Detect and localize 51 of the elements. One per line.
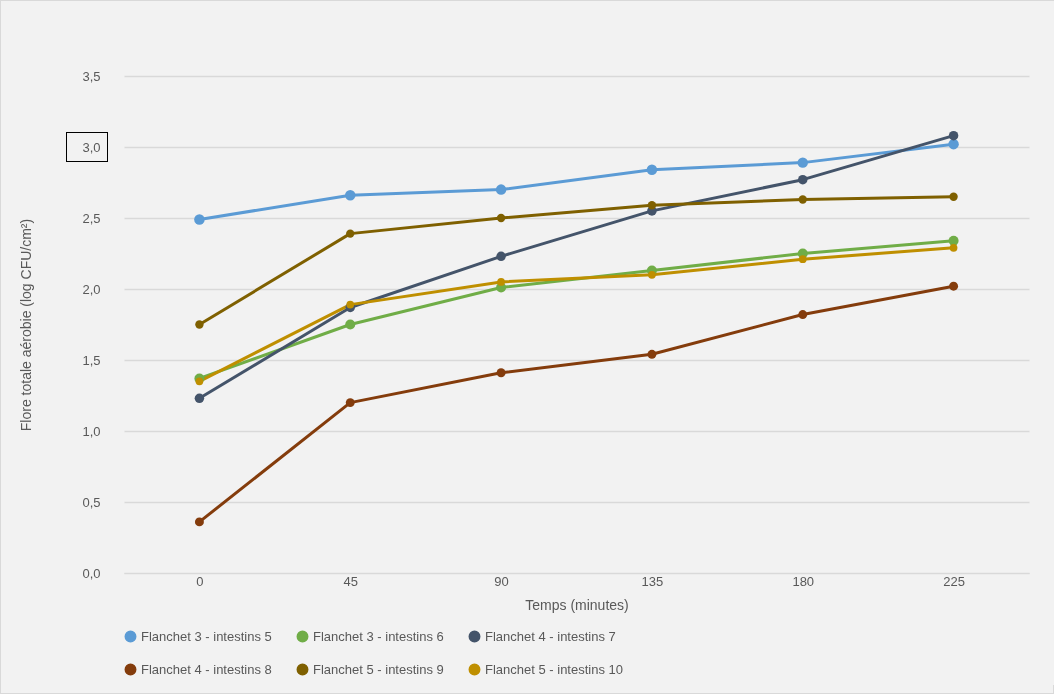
y-tick-label: 2,5: [82, 210, 101, 226]
legend-label: Flanchet 5 - intestins 10: [485, 661, 624, 677]
point: [345, 190, 356, 201]
point: [496, 213, 506, 223]
point: [346, 300, 355, 309]
point: [797, 157, 808, 168]
legend-label: Flanchet 4 - intestins 7: [485, 628, 616, 644]
point: [798, 310, 808, 320]
point: [798, 255, 807, 264]
point: [798, 195, 807, 204]
point: [194, 393, 205, 404]
x-tick-label: 0: [196, 573, 204, 589]
point: [496, 251, 506, 262]
point: [798, 174, 808, 185]
y-axis-title: Flore totale aérobie (log CFU/cm²): [18, 218, 35, 432]
point: [345, 398, 355, 408]
point: [496, 368, 506, 378]
x-tick-label: 225: [943, 573, 965, 589]
x-tick-label: 90: [494, 573, 509, 589]
point: [648, 270, 656, 279]
point: [345, 319, 356, 330]
point: [647, 349, 657, 359]
point: [497, 278, 505, 286]
y-tick-label: 0,0: [82, 565, 101, 581]
y-tick-label: 3,0: [82, 139, 101, 155]
point: [194, 214, 205, 225]
point: [195, 320, 204, 329]
point: [495, 184, 507, 195]
point: [949, 243, 958, 252]
x-tick-label: 180: [792, 573, 815, 589]
point: [346, 229, 355, 238]
y-tick-label: 1,0: [82, 423, 101, 439]
x-axis-title: Temps (minutes): [525, 596, 629, 613]
point: [949, 192, 958, 201]
point: [948, 138, 959, 150]
point: [646, 164, 658, 175]
legend-label: Flanchet 4 - intestins 8: [141, 661, 272, 677]
y-tick-label: 3,5: [82, 68, 101, 84]
y-tick-label: 0,5: [82, 494, 101, 510]
y-tick-label: 1,5: [82, 352, 101, 368]
x-tick-label: 135: [641, 573, 664, 589]
point: [949, 281, 959, 291]
legend-label: Flanchet 3 - intestins 6: [313, 628, 444, 644]
legend-label: Flanchet 5 - intestins 9: [313, 661, 444, 677]
legend-label: Flanchet 3 - intestins 5: [141, 628, 272, 644]
point: [194, 517, 204, 527]
point: [647, 201, 657, 210]
x-tick-label: 45: [343, 573, 358, 589]
point: [948, 130, 959, 141]
point: [195, 377, 204, 386]
y-tick-label: 2,0: [82, 281, 101, 297]
